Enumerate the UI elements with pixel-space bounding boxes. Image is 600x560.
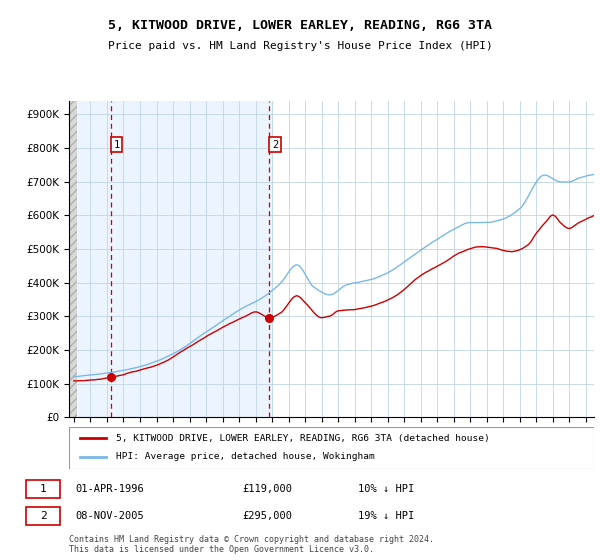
Text: 1: 1 bbox=[113, 139, 120, 150]
Text: 2: 2 bbox=[272, 139, 278, 150]
Text: £119,000: £119,000 bbox=[242, 484, 292, 494]
Bar bbox=[26, 507, 60, 525]
Text: HPI: Average price, detached house, Wokingham: HPI: Average price, detached house, Woki… bbox=[116, 452, 375, 461]
Text: 5, KITWOOD DRIVE, LOWER EARLEY, READING, RG6 3TA (detached house): 5, KITWOOD DRIVE, LOWER EARLEY, READING,… bbox=[116, 434, 490, 443]
Text: Contains HM Land Registry data © Crown copyright and database right 2024.
This d: Contains HM Land Registry data © Crown c… bbox=[69, 535, 434, 554]
Bar bbox=[69, 101, 77, 417]
Text: 01-APR-1996: 01-APR-1996 bbox=[76, 484, 144, 494]
Text: 1: 1 bbox=[40, 484, 46, 494]
Text: 2: 2 bbox=[40, 511, 46, 521]
Text: 5, KITWOOD DRIVE, LOWER EARLEY, READING, RG6 3TA: 5, KITWOOD DRIVE, LOWER EARLEY, READING,… bbox=[108, 18, 492, 32]
Text: Price paid vs. HM Land Registry's House Price Index (HPI): Price paid vs. HM Land Registry's House … bbox=[107, 41, 493, 51]
Text: £295,000: £295,000 bbox=[242, 511, 292, 521]
Bar bbox=[69, 101, 272, 417]
Bar bbox=[26, 480, 60, 498]
Text: 10% ↓ HPI: 10% ↓ HPI bbox=[358, 484, 414, 494]
Text: 19% ↓ HPI: 19% ↓ HPI bbox=[358, 511, 414, 521]
Text: 08-NOV-2005: 08-NOV-2005 bbox=[76, 511, 144, 521]
